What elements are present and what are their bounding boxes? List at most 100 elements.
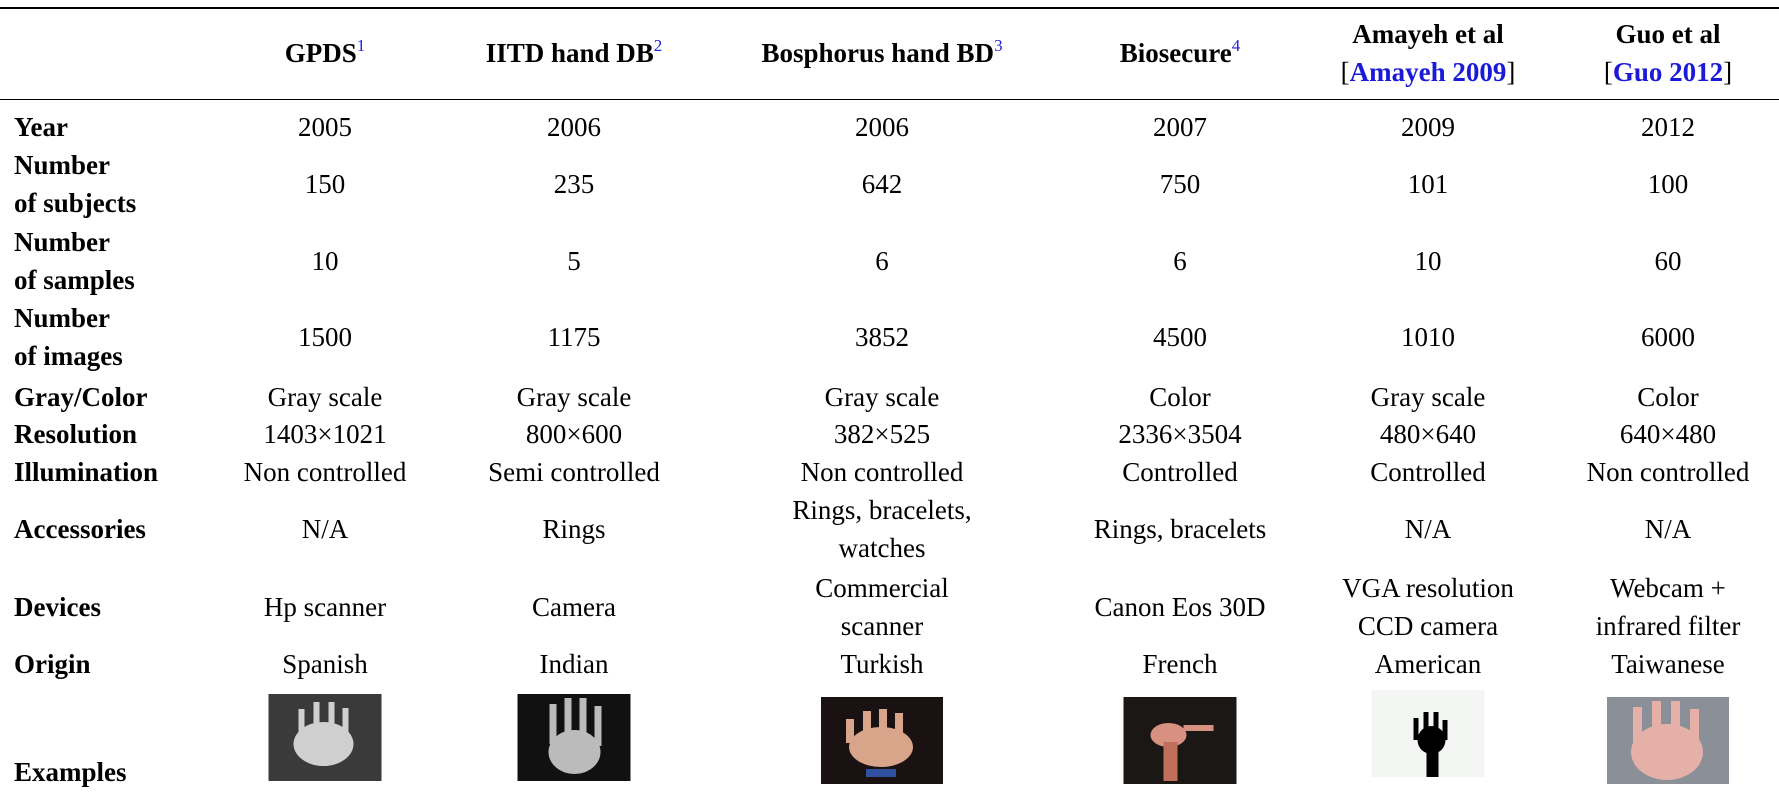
cell-line: French [1142,649,1218,679]
label-line: Gray/Color [14,382,148,412]
cell-line: Turkish [840,649,924,679]
header-text: Biosecure [1119,38,1232,68]
cell-line: N/A [301,514,349,544]
table-cell: 1500 [298,322,352,352]
table-cell: Commercial scanner [815,569,948,645]
table-cell: 2336×3504 [1118,415,1241,453]
label-line: Illumination [14,457,159,487]
bracket: [ [1603,57,1613,87]
table-cell: American [1375,645,1481,683]
column-header: GPDS1 [285,34,366,72]
table-cell: Gray scale [1371,378,1486,416]
header-line: Guo et al [1604,15,1732,53]
table-cell: 60 [1654,246,1682,276]
table-cell: 100 [1647,169,1689,199]
table-cell: Spanish [282,645,368,683]
table-cell: 5 [567,246,581,276]
label-line: of subjects [14,188,137,218]
cell-line: 800×600 [525,419,623,449]
label-line: Examples [14,757,127,787]
table-cell: 2009 [1401,112,1455,142]
table-cell: 101 [1407,169,1449,199]
table-cell: Gray scale [517,378,632,416]
row-label: Resolution [14,415,137,453]
table-cell: 6 [875,246,889,276]
footnote-mark: 1 [356,36,366,55]
table-cell: Color [1149,378,1211,416]
label-line: Year [14,112,68,142]
header-line: GPDS1 [285,34,366,72]
cell-line: Non controlled [800,457,964,487]
table-cell: N/A [1645,510,1692,548]
table-cell: 10 [311,246,339,276]
cell-line: VGA resolution [1342,573,1514,603]
table-cell: Taiwanese [1611,645,1725,683]
table-cell: 1010 [1401,322,1455,352]
header-text: GPDS [284,38,357,68]
label-line: Resolution [14,419,138,449]
table-cell: 6000 [1641,322,1695,352]
column-header: Biosecure4 [1120,34,1240,72]
cell-line: Hp scanner [263,592,387,622]
table-cell: Hp scanner [264,588,386,626]
example-image [1607,697,1729,784]
label-line: of samples [14,265,135,295]
table-cell: 750 [1159,169,1201,199]
table-cell: 1403×1021 [263,415,386,453]
table-cell: N/A [302,510,349,548]
table-cell: 800×600 [526,415,622,453]
table-cell: 642 [861,169,903,199]
header-rule [0,99,1779,100]
column-header: Amayeh et al [Amayeh 2009] [1341,15,1516,91]
table-cell: Indian [540,645,609,683]
cell-line: Controlled [1370,457,1486,487]
row-label: Illumination [14,453,158,491]
table-cell: 235 [553,169,595,199]
table-cell: 2012 [1641,112,1695,142]
row-label: Year [14,108,68,146]
cell-line: 640×480 [1619,419,1717,449]
cell-line: Camera [532,592,616,622]
row-label: Accessories [14,510,146,548]
table-cell: Turkish [840,645,923,683]
header-line: Amayeh et al [1341,15,1516,53]
table-cell: Gray scale [825,378,940,416]
footnote-mark: 3 [994,36,1003,55]
label-line: Number [14,227,110,257]
cell-line: Controlled [1122,457,1238,487]
cell-line: Gray scale [267,382,383,412]
cell-line: 382×525 [833,419,931,449]
example-image [821,697,943,784]
cell-line: Taiwanese [1611,649,1725,679]
top-rule [0,7,1779,9]
cell-line: infrared filter [1595,611,1741,641]
label-line: Origin [14,649,91,679]
bracket: ] [1723,57,1733,87]
cell-line: N/A [1644,514,1692,544]
table-cell: 2007 [1153,112,1207,142]
citation-link: Amayeh 2009 [1349,57,1507,87]
footnote-mark: 2 [653,36,663,55]
example-image [517,694,631,781]
table-cell: 2006 [547,112,601,142]
row-label: Number of images [14,299,123,375]
table-cell: VGA resolution CCD camera [1342,569,1514,645]
table-cell: 1175 [547,322,601,352]
table-cell: Semi controlled [488,453,660,491]
cell-line: Non controlled [243,457,407,487]
cell-line: CCD camera [1357,611,1499,641]
cell-line: 1403×1021 [263,419,387,449]
table-cell: N/A [1405,510,1452,548]
cell-line: American [1374,649,1482,679]
row-label: Origin [14,645,91,683]
table-cell: Non controlled [801,453,964,491]
cell-line: Non controlled [1586,457,1750,487]
header-line: Bosphorus hand BD3 [761,34,1002,72]
column-header: Guo et al [Guo 2012] [1604,15,1732,91]
header-text: IITD hand DB [485,38,654,68]
table-cell: 382×525 [834,415,930,453]
table-cell: 2005 [298,112,352,142]
citation: [Amayeh 2009] [1341,53,1516,91]
header-line: Biosecure4 [1120,34,1240,72]
